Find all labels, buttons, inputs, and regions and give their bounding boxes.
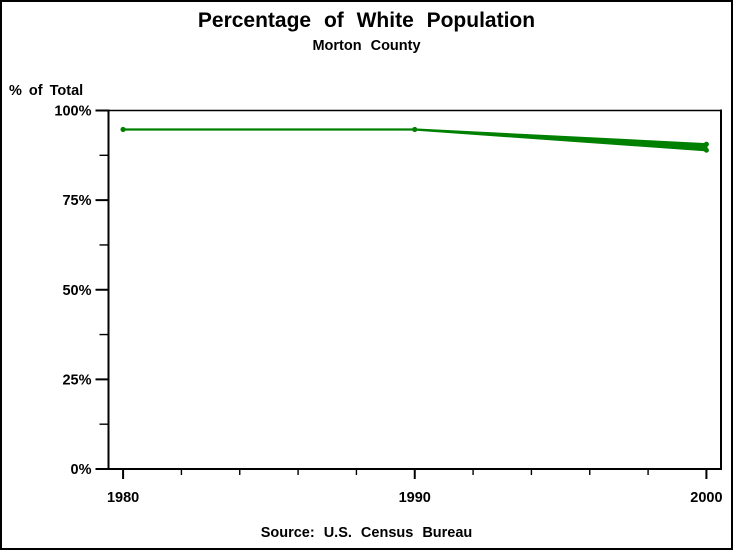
y-tick-label: 50% bbox=[62, 283, 91, 299]
source-note: Source: U.S. Census Bureau bbox=[260, 525, 473, 541]
chart-subtitle: Morton County bbox=[312, 38, 421, 54]
y-tick-label: 75% bbox=[62, 193, 91, 209]
data-point-marker bbox=[703, 147, 709, 153]
x-tick-label: 1990 bbox=[399, 490, 431, 506]
data-point-marker bbox=[412, 127, 418, 133]
y-axis-label: % of Total bbox=[9, 83, 84, 99]
y-tick-label: 25% bbox=[62, 372, 91, 388]
data-series-band bbox=[121, 128, 708, 152]
chart-title: Percentage of White Population bbox=[197, 9, 536, 32]
x-tick-label: 1980 bbox=[107, 490, 139, 506]
y-tick-label: 0% bbox=[71, 462, 92, 478]
y-tick-label: 100% bbox=[54, 104, 91, 120]
data-point-marker bbox=[703, 141, 709, 147]
data-point-marker bbox=[120, 127, 126, 133]
x-tick-label: 2000 bbox=[690, 490, 722, 506]
